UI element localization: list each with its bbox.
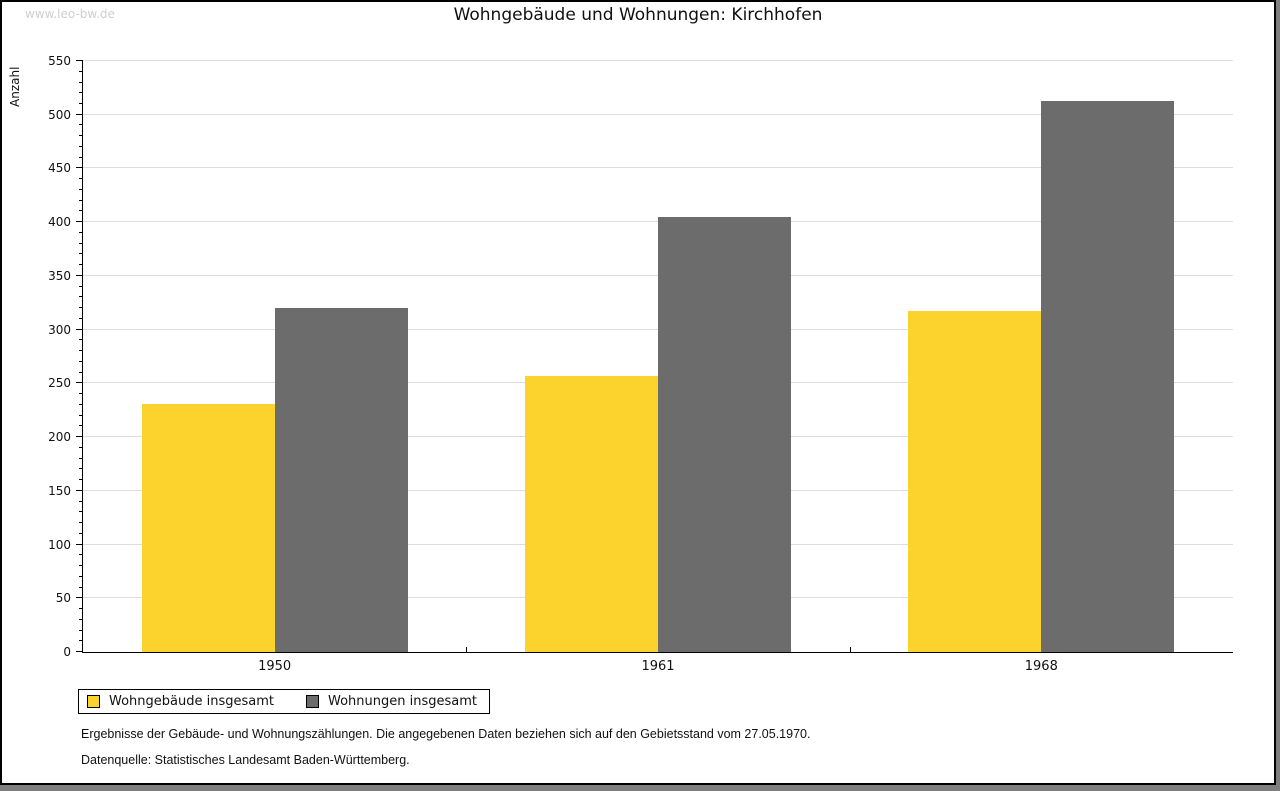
y-major-tick (76, 597, 83, 599)
x-tick-label: 1968 (1024, 659, 1058, 674)
y-minor-tick (79, 468, 83, 470)
y-minor-tick (79, 285, 83, 287)
y-minor-tick (79, 188, 83, 190)
bar-wohngebaeude-1968 (908, 311, 1042, 652)
y-minor-tick (79, 371, 83, 373)
y-tick-label: 100 (48, 537, 71, 552)
y-minor-tick (79, 629, 83, 631)
y-minor-tick (79, 199, 83, 201)
y-tick-label: 150 (48, 483, 71, 498)
y-tick-label: 50 (55, 591, 71, 606)
y-tick-label: 0 (63, 645, 71, 659)
bar-wohnungen-1950 (274, 308, 408, 652)
y-major-tick (76, 436, 83, 438)
y-axis-title: Anzahl (8, 66, 22, 107)
y-major-tick (76, 543, 83, 545)
y-tick-label: 500 (48, 107, 71, 122)
y-minor-tick (79, 618, 83, 620)
y-minor-tick (79, 350, 83, 352)
y-minor-tick (79, 640, 83, 642)
x-boundary-tick (849, 647, 851, 652)
y-tick-label: 350 (48, 268, 71, 283)
y-major-tick (76, 274, 83, 276)
y-minor-tick (79, 156, 83, 158)
y-minor-tick (79, 457, 83, 459)
bar-wohngebaeude-1950 (141, 403, 275, 652)
y-tick-label: 400 (48, 215, 71, 230)
y-minor-tick (79, 479, 83, 481)
y-gridline (83, 113, 1233, 115)
y-minor-tick (79, 586, 83, 588)
y-minor-tick (79, 102, 83, 104)
legend-item: Wohngebäude insgesamt (87, 694, 274, 709)
y-minor-tick (79, 360, 83, 362)
y-major-tick (76, 489, 83, 491)
y-minor-tick (79, 81, 83, 83)
y-tick-label: 200 (48, 430, 71, 445)
legend-label: Wohngebäude insgesamt (109, 694, 274, 709)
y-tick-label: 250 (48, 376, 71, 391)
y-major-tick (76, 113, 83, 115)
y-major-tick (76, 221, 83, 223)
y-minor-tick (79, 210, 83, 212)
y-minor-tick (79, 231, 83, 233)
y-minor-tick (79, 565, 83, 567)
legend-swatch-gray (306, 695, 319, 708)
y-minor-tick (79, 425, 83, 427)
chart-title: Wohngebäude und Wohnungen: Kirchhofen (453, 5, 823, 25)
legend: Wohngebäude insgesamt Wohnungen insgesamt (78, 689, 490, 714)
footnote-gebietsstand: Ergebnisse der Gebäude- und Wohnungszähl… (81, 727, 811, 741)
bar-wohnungen-1968 (1041, 100, 1175, 652)
y-minor-tick (79, 145, 83, 147)
y-minor-tick (79, 317, 83, 319)
y-minor-tick (79, 178, 83, 180)
legend-swatch-yellow (87, 695, 100, 708)
legend-label: Wohnungen insgesamt (328, 694, 477, 709)
y-minor-tick (79, 414, 83, 416)
watermark: www.leo-bw.de (25, 7, 115, 21)
y-minor-tick (79, 511, 83, 513)
y-major-tick (76, 167, 83, 169)
y-major-tick (76, 382, 83, 384)
y-gridline (83, 167, 1233, 169)
y-tick-label: 550 (48, 54, 71, 68)
x-tick-label: 1950 (258, 659, 292, 674)
x-tick-label: 1961 (641, 659, 675, 674)
y-minor-tick (79, 339, 83, 341)
y-minor-tick (79, 532, 83, 534)
y-minor-tick (79, 554, 83, 556)
y-minor-tick (79, 500, 83, 502)
y-minor-tick (79, 608, 83, 610)
y-tick-label: 300 (48, 322, 71, 337)
plot-area: 0 50 100 150 200 250 300 350 400 450 500 550 1950 196… (48, 54, 1233, 674)
y-minor-tick (79, 575, 83, 577)
footnote-datenquelle: Datenquelle: Statistisches Landesamt Bad… (81, 753, 410, 767)
y-minor-tick (79, 264, 83, 266)
y-minor-tick (79, 296, 83, 298)
bar-wohnungen-1961 (658, 216, 791, 652)
bar-wohngebaeude-1961 (525, 375, 658, 652)
y-minor-tick (79, 403, 83, 405)
y-minor-tick (79, 253, 83, 255)
y-minor-tick (79, 446, 83, 448)
y-major-tick (76, 60, 83, 61)
y-gridline (83, 60, 1233, 61)
y-tick-label: 450 (48, 161, 71, 176)
x-boundary-tick (466, 647, 468, 652)
y-minor-tick (79, 70, 83, 72)
y-minor-tick (79, 393, 83, 395)
y-minor-tick (79, 307, 83, 309)
y-minor-tick (79, 135, 83, 137)
y-major-tick (76, 651, 83, 652)
y-minor-tick (79, 522, 83, 524)
y-minor-tick (79, 92, 83, 94)
y-major-tick (76, 328, 83, 330)
y-minor-tick (79, 124, 83, 126)
y-minor-tick (79, 242, 83, 244)
legend-item: Wohnungen insgesamt (306, 694, 477, 709)
